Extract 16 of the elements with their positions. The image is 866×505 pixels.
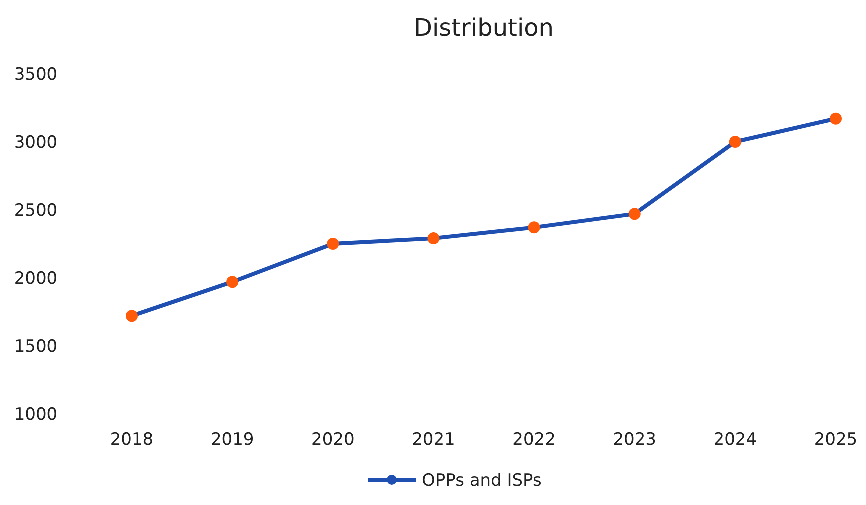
- x-tick-label: 2018: [110, 430, 154, 450]
- y-tick-label: 1000: [14, 404, 58, 425]
- x-tick-label: 2021: [412, 430, 456, 450]
- x-tick-label: 2022: [512, 430, 556, 450]
- x-tick-label: 2025: [814, 430, 858, 450]
- y-tick-label: 2000: [14, 268, 58, 289]
- x-tick-label: 2019: [210, 430, 254, 450]
- y-tick-label: 2500: [14, 200, 58, 221]
- y-tick-label: 1500: [14, 336, 58, 357]
- x-tick-label: 2020: [312, 430, 355, 450]
- x-tick-label: 2024: [714, 430, 758, 450]
- chart-title: Distribution: [414, 14, 554, 42]
- legend-label: OPPs and ISPs: [422, 470, 542, 491]
- y-tick-label: 3000: [14, 132, 58, 153]
- y-tick-label: 3500: [14, 64, 58, 85]
- x-tick-label: 2023: [613, 430, 656, 450]
